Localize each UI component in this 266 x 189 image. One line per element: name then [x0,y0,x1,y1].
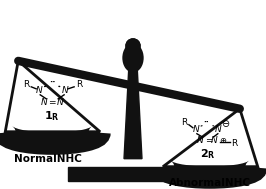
Text: N: N [193,125,199,134]
Text: $\mathbf{1_R}$: $\mathbf{1_R}$ [44,109,60,123]
Text: R: R [76,80,82,89]
Text: ⊖: ⊖ [221,119,229,129]
Circle shape [126,39,140,53]
Text: N: N [197,136,203,145]
Ellipse shape [124,46,142,70]
Ellipse shape [123,44,143,72]
Text: ··: ·· [203,119,209,128]
Text: R: R [181,118,187,127]
Text: =: = [48,98,56,107]
Text: N: N [214,125,221,134]
Text: N: N [36,86,43,95]
Text: N: N [57,98,64,107]
Text: =: = [205,136,213,145]
Polygon shape [124,64,142,159]
Text: AbnormalNHC: AbnormalNHC [169,178,251,188]
Text: $\mathbf{2_R}$: $\mathbf{2_R}$ [200,147,216,161]
Circle shape [126,39,140,53]
Text: R: R [231,139,237,148]
Text: NormalNHC: NormalNHC [14,154,82,164]
Text: R: R [23,80,29,89]
Text: ⊕: ⊕ [219,136,226,145]
FancyBboxPatch shape [68,167,198,181]
Text: ··: ·· [49,79,55,88]
Text: N: N [62,86,69,95]
Text: N: N [210,136,217,145]
Text: N: N [41,98,48,107]
